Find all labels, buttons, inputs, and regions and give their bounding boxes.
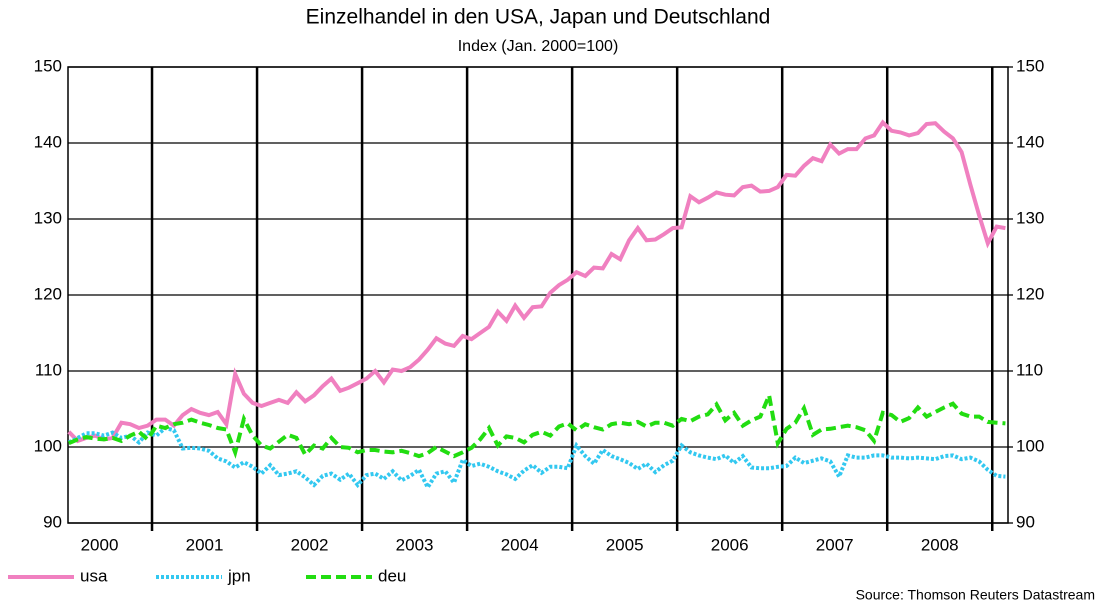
y2-tick-label: 130 [1016,208,1044,227]
x-tick-label: 2004 [501,535,539,554]
y-tick-label: 120 [34,284,62,303]
y2-tick-label: 90 [1016,512,1035,531]
x-tick-label: 2007 [816,535,854,554]
legend-label: usa [80,566,108,585]
series-line [67,425,1006,492]
series-line [67,119,1006,444]
x-tick-label: 2001 [186,535,224,554]
chart-subtitle: Index (Jan. 2000=100) [458,38,619,55]
x-tick-label: 2005 [606,535,644,554]
y-tick-label: 110 [35,360,62,379]
y-tick-label: 130 [34,208,62,227]
y-tick-label: 100 [34,436,62,455]
y-tick-label: 150 [34,56,62,75]
y2-tick-label: 120 [1016,284,1044,303]
y2-tick-label: 110 [1016,360,1043,379]
x-tick-label: 2000 [81,535,119,554]
source-note: Source: Thomson Reuters Datastream [856,587,1095,603]
x-tick-label: 2006 [711,535,749,554]
y-tick-label: 140 [34,132,62,151]
legend-label: deu [378,566,406,585]
x-tick-label: 2002 [291,535,329,554]
y2-tick-label: 100 [1016,436,1044,455]
y2-tick-label: 150 [1016,56,1044,75]
series-line [68,388,1006,459]
legend-label: jpn [227,566,251,585]
x-tick-label: 2008 [921,535,959,554]
chart-title: Einzelhandel in den USA, Japan und Deuts… [306,6,771,29]
x-tick-label: 2003 [396,535,434,554]
y2-tick-label: 140 [1016,132,1044,151]
y-tick-label: 90 [43,512,62,531]
